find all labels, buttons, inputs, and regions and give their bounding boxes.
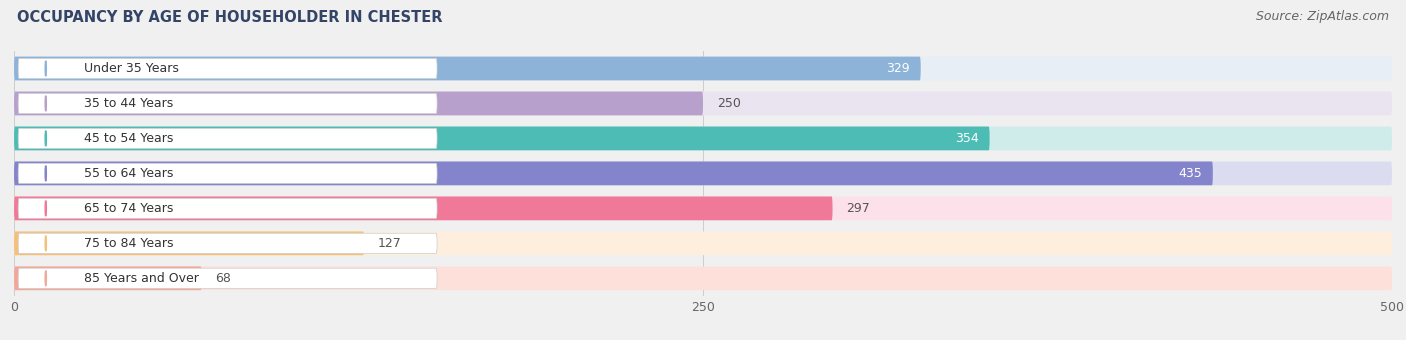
FancyBboxPatch shape <box>14 232 1392 255</box>
FancyBboxPatch shape <box>14 56 921 80</box>
Text: 354: 354 <box>955 132 979 145</box>
FancyBboxPatch shape <box>18 268 437 288</box>
Text: Source: ZipAtlas.com: Source: ZipAtlas.com <box>1256 10 1389 23</box>
FancyBboxPatch shape <box>18 94 437 114</box>
FancyBboxPatch shape <box>14 232 364 255</box>
FancyBboxPatch shape <box>14 197 1392 220</box>
FancyBboxPatch shape <box>14 267 201 290</box>
FancyBboxPatch shape <box>18 128 437 149</box>
Text: 35 to 44 Years: 35 to 44 Years <box>84 97 173 110</box>
FancyBboxPatch shape <box>14 91 703 115</box>
FancyBboxPatch shape <box>18 233 437 253</box>
FancyBboxPatch shape <box>14 91 1392 115</box>
Text: 75 to 84 Years: 75 to 84 Years <box>84 237 174 250</box>
Text: 85 Years and Over: 85 Years and Over <box>84 272 200 285</box>
Text: 55 to 64 Years: 55 to 64 Years <box>84 167 174 180</box>
FancyBboxPatch shape <box>18 163 437 184</box>
FancyBboxPatch shape <box>14 56 1392 80</box>
FancyBboxPatch shape <box>18 198 437 219</box>
Text: 127: 127 <box>378 237 402 250</box>
FancyBboxPatch shape <box>14 126 990 150</box>
FancyBboxPatch shape <box>14 162 1392 185</box>
Text: 250: 250 <box>717 97 741 110</box>
Text: 68: 68 <box>215 272 231 285</box>
Text: Under 35 Years: Under 35 Years <box>84 62 179 75</box>
FancyBboxPatch shape <box>18 58 437 79</box>
Text: 65 to 74 Years: 65 to 74 Years <box>84 202 174 215</box>
Text: 297: 297 <box>846 202 870 215</box>
FancyBboxPatch shape <box>14 162 1213 185</box>
FancyBboxPatch shape <box>14 197 832 220</box>
Text: OCCUPANCY BY AGE OF HOUSEHOLDER IN CHESTER: OCCUPANCY BY AGE OF HOUSEHOLDER IN CHEST… <box>17 10 443 25</box>
Text: 435: 435 <box>1178 167 1202 180</box>
Text: 45 to 54 Years: 45 to 54 Years <box>84 132 174 145</box>
FancyBboxPatch shape <box>14 126 1392 150</box>
Text: 329: 329 <box>886 62 910 75</box>
FancyBboxPatch shape <box>14 267 1392 290</box>
